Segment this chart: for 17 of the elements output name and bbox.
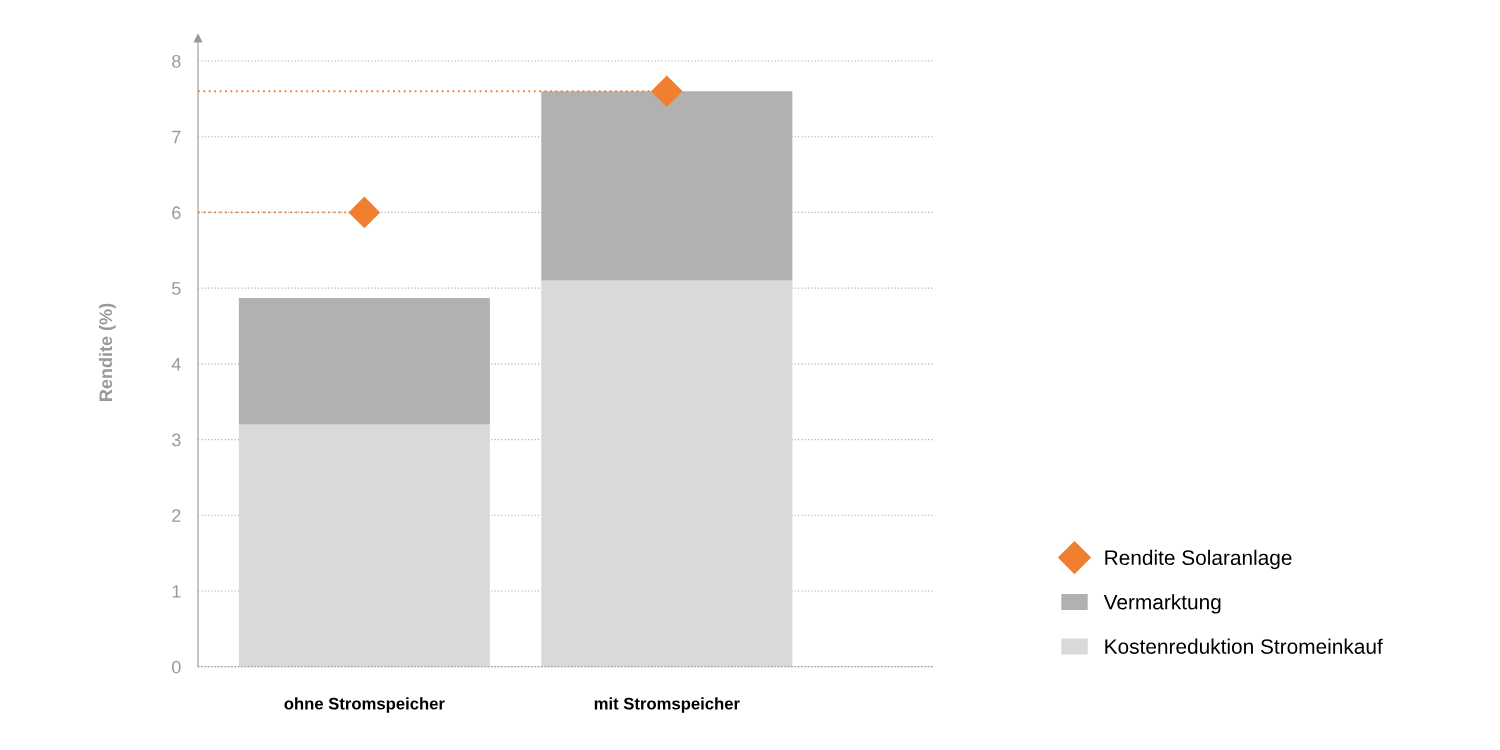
y-tick-label: 0: [172, 660, 181, 674]
y-axis-title: Rendite (%): [98, 303, 116, 401]
legend-label: Kostenreduktion Stromeinkauf: [1105, 638, 1383, 654]
x-tick-label: mit Stromspeicher: [594, 697, 740, 713]
bar: [541, 280, 793, 667]
y-tick-label: 1: [172, 585, 181, 598]
y-tick-label: 7: [172, 130, 181, 144]
bar: [238, 424, 490, 667]
legend-label: Rendite Solaranlage: [1105, 549, 1292, 570]
y-tick-label: 4: [171, 357, 181, 371]
legend-label: Vermarktung: [1103, 594, 1221, 614]
y-tick-label: 6: [172, 206, 181, 220]
y-tick-label: 8: [172, 54, 181, 68]
y-tick-label: 3: [171, 433, 181, 447]
x-tick-label: ohne Stromspeicher: [284, 697, 445, 713]
y-tick-label: 5: [172, 282, 181, 295]
y-tick-label: 2: [172, 509, 181, 522]
